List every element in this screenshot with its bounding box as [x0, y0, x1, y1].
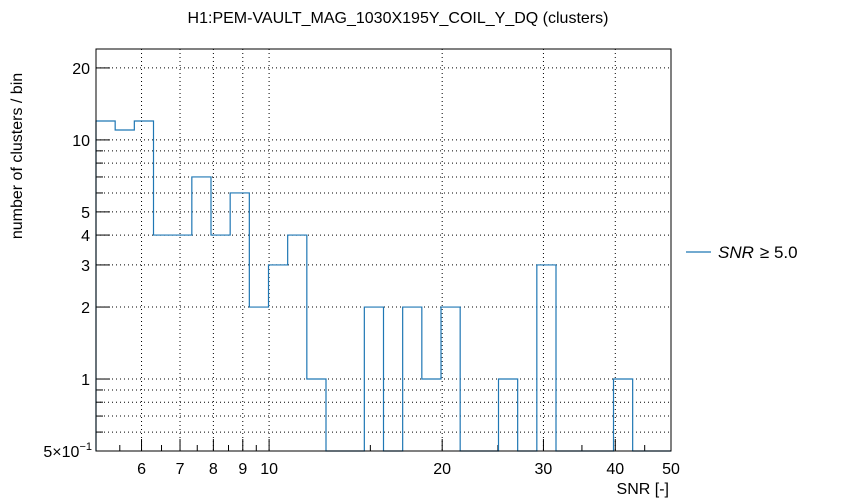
y-tick-label: 4: [81, 228, 90, 245]
legend: SNR ≥ 5.0: [686, 243, 798, 262]
histogram-bin: [537, 265, 556, 451]
y-tick-labels: 5×10−1 1 2 3 4 5 10 20: [43, 61, 92, 461]
x-tick-label: 6: [137, 461, 146, 478]
y-tick-label: 1: [81, 372, 90, 389]
x-tick-label: 40: [606, 461, 624, 478]
histogram-bin: [269, 265, 288, 451]
histogram-series: [95, 120, 671, 452]
plot-frame: [95, 48, 672, 452]
y-tick-label: 2: [81, 300, 90, 317]
x-tick-label: 9: [238, 461, 247, 478]
histogram-bin: [230, 193, 249, 451]
x-tick-label: 10: [260, 461, 278, 478]
histogram-bin: [173, 235, 192, 451]
x-axis-label: SNR [-]: [617, 481, 669, 498]
chart-title: H1:PEM-VAULT_MAG_1030X195Y_COIL_Y_DQ (cl…: [188, 10, 609, 27]
histogram-bin: [288, 235, 307, 451]
y-tick-label: 5: [81, 205, 90, 222]
y-tick-label: 5×10−1: [43, 441, 92, 461]
legend-label: SNR ≥ 5.0: [718, 243, 798, 262]
histogram-bin: [441, 307, 460, 451]
grid: [96, 49, 671, 451]
histogram-bin: [96, 121, 115, 451]
histogram-line: [95, 120, 671, 452]
x-tick-label: 50: [662, 461, 680, 478]
histogram-bin: [211, 235, 230, 451]
histogram-bin: [154, 235, 173, 451]
y-tick-label: 3: [81, 258, 90, 275]
histogram-bin: [115, 130, 134, 451]
histogram-bin: [134, 121, 153, 451]
x-tick-label: 7: [176, 461, 185, 478]
x-tick-label: 30: [535, 461, 553, 478]
y-axis-label: number of clusters / bin: [9, 73, 26, 239]
histogram-bin: [192, 177, 211, 451]
y-tick-label: 20: [72, 61, 90, 78]
x-tick-labels: 6 7 8 9 10 20 30 40 50: [137, 461, 680, 478]
y-tick-label: 10: [72, 133, 90, 150]
x-tick-label: 20: [433, 461, 451, 478]
x-tick-label: 8: [209, 461, 218, 478]
